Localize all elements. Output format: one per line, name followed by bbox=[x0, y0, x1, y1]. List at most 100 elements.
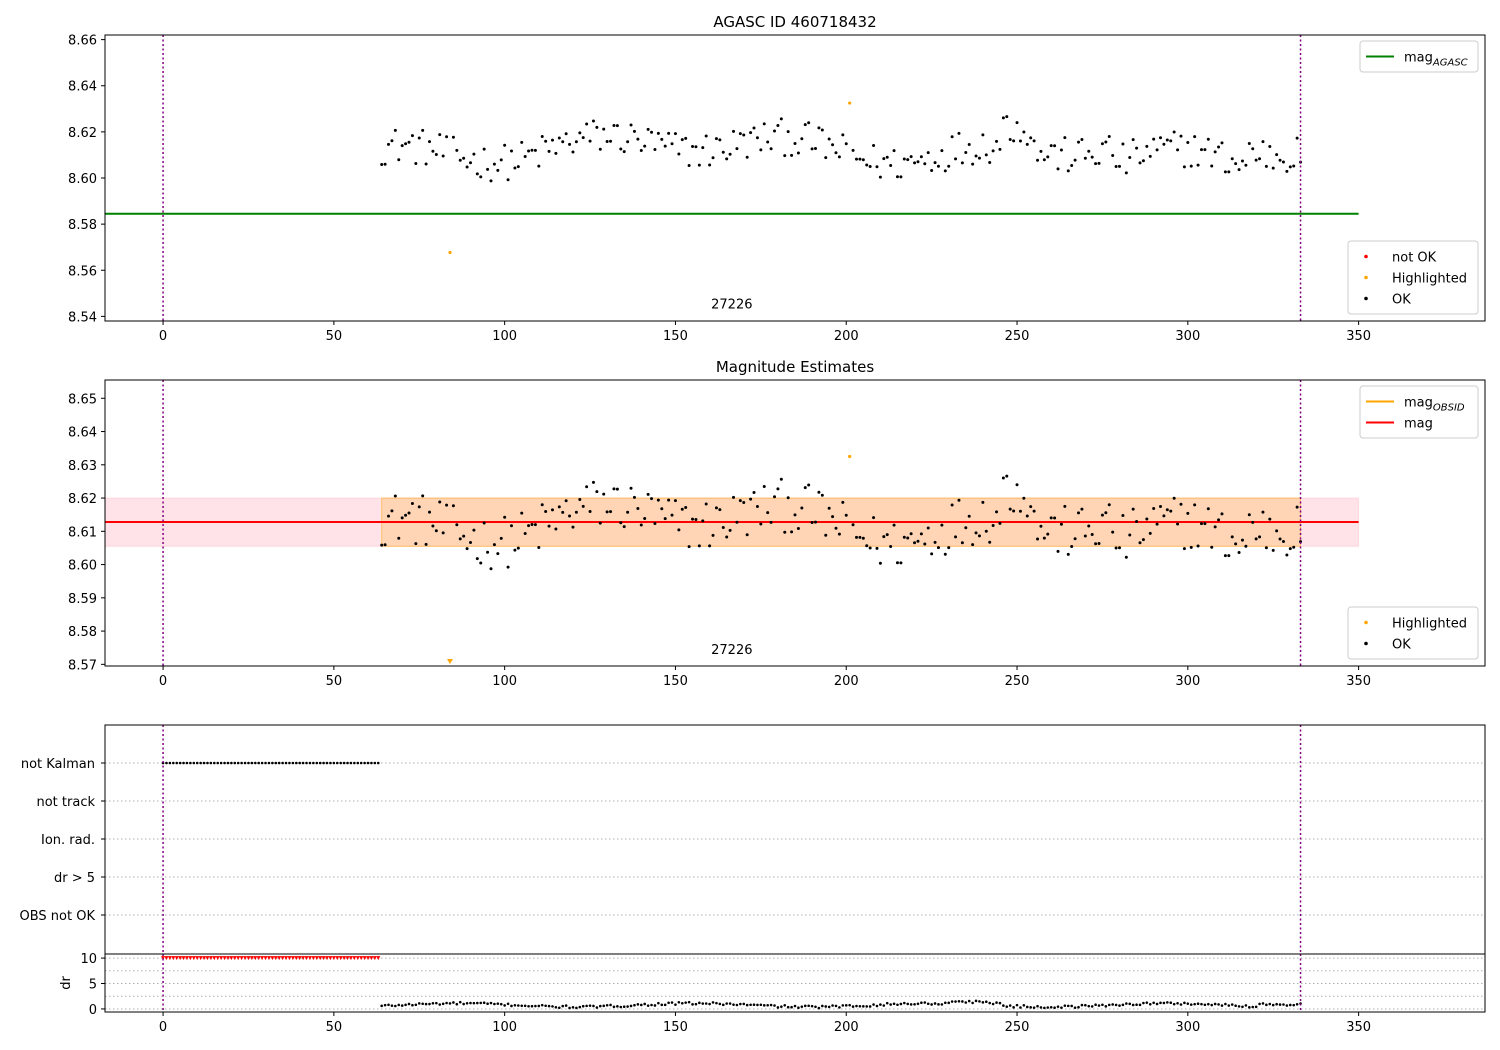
x-tick-label: 100 bbox=[492, 1020, 517, 1035]
data-point bbox=[943, 552, 947, 556]
data-point bbox=[1244, 163, 1248, 167]
data-point bbox=[588, 1004, 592, 1007]
data-point bbox=[855, 1004, 858, 1008]
data-point bbox=[598, 521, 602, 525]
data-point bbox=[1166, 1001, 1169, 1004]
series-dr-5 bbox=[161, 956, 381, 961]
data-point bbox=[1264, 164, 1268, 168]
data-point bbox=[475, 172, 479, 176]
data-point bbox=[568, 1006, 571, 1010]
data-point bbox=[745, 1003, 749, 1007]
magnitude-estimates-plot: 27226 0 50 100 150 200 250 300 350 8.57 8.58 8.59 8.… bbox=[68, 358, 1486, 689]
data-point bbox=[1046, 155, 1050, 159]
data-point bbox=[1210, 164, 1214, 168]
data-point bbox=[1049, 516, 1053, 520]
flag-point bbox=[315, 761, 319, 765]
data-point bbox=[674, 1003, 677, 1006]
data-point bbox=[537, 164, 541, 168]
data-point bbox=[773, 495, 777, 499]
data-point bbox=[383, 543, 387, 547]
data-point bbox=[1241, 1005, 1244, 1009]
data-point bbox=[1005, 474, 1009, 478]
x-tick-label: 200 bbox=[834, 1020, 859, 1035]
data-point bbox=[575, 1006, 578, 1010]
data-point bbox=[537, 1004, 541, 1008]
data-point bbox=[1292, 545, 1296, 549]
data-point bbox=[1179, 1003, 1183, 1006]
y-tick-label: 8.54 bbox=[68, 310, 97, 325]
data-point bbox=[773, 129, 777, 133]
data-point bbox=[503, 1004, 506, 1007]
data-point bbox=[1083, 156, 1087, 160]
data-point bbox=[909, 1003, 913, 1006]
data-point bbox=[1254, 1005, 1258, 1009]
data-point bbox=[1217, 518, 1221, 522]
data-point bbox=[995, 1001, 998, 1004]
x-tick-label: 50 bbox=[326, 329, 343, 344]
data-point bbox=[397, 536, 401, 540]
x-tick-label: 350 bbox=[1346, 1020, 1371, 1035]
data-point bbox=[376, 956, 381, 961]
data-point bbox=[841, 1004, 845, 1007]
data-point bbox=[752, 126, 756, 130]
data-point bbox=[626, 510, 630, 514]
data-point bbox=[824, 156, 828, 160]
data-point bbox=[550, 508, 554, 512]
data-point bbox=[1158, 136, 1162, 140]
data-point bbox=[1032, 1006, 1036, 1009]
data-point bbox=[858, 1004, 862, 1008]
data-point bbox=[947, 1001, 951, 1005]
data-point bbox=[1203, 522, 1207, 526]
data-point bbox=[1077, 511, 1081, 515]
data-point bbox=[691, 517, 695, 521]
data-point bbox=[732, 495, 736, 499]
data-point bbox=[769, 520, 773, 524]
data-point bbox=[1012, 1006, 1015, 1009]
data-point bbox=[943, 169, 947, 173]
obsid-label: 27226 bbox=[711, 298, 752, 313]
data-point bbox=[667, 498, 671, 502]
plot-area bbox=[105, 954, 1485, 1012]
data-point bbox=[253, 956, 258, 961]
data-point bbox=[1186, 511, 1190, 515]
data-point bbox=[277, 956, 282, 961]
data-point bbox=[646, 1004, 650, 1007]
data-point bbox=[817, 1006, 821, 1010]
data-point bbox=[854, 157, 858, 161]
data-point bbox=[615, 487, 619, 491]
data-point bbox=[848, 1003, 851, 1007]
legend-box bbox=[1359, 385, 1479, 439]
data-point bbox=[991, 523, 995, 527]
data-point bbox=[1090, 155, 1094, 159]
data-point bbox=[882, 1004, 886, 1007]
data-point bbox=[1281, 160, 1285, 164]
data-point bbox=[1162, 514, 1166, 518]
data-point bbox=[1165, 508, 1169, 512]
data-point bbox=[721, 526, 725, 530]
flag-point bbox=[175, 761, 179, 765]
x-tick-label: 300 bbox=[1175, 1020, 1200, 1035]
data-point bbox=[1169, 509, 1173, 513]
data-point bbox=[663, 1003, 667, 1007]
data-point bbox=[1015, 1003, 1019, 1007]
x-tick-label: 250 bbox=[1005, 329, 1030, 344]
agasc-mag-plot: 27226 0 50 100 150 200 250 300 350 8.54 8.56 8.58 8.… bbox=[68, 13, 1486, 344]
data-point bbox=[1029, 1006, 1032, 1009]
data-point bbox=[174, 956, 179, 961]
y-tick-label: 8.58 bbox=[68, 625, 97, 640]
flag-point bbox=[312, 761, 315, 765]
y-tick-label: 8.64 bbox=[68, 80, 97, 95]
data-point bbox=[1244, 544, 1248, 548]
data-point bbox=[1053, 1006, 1056, 1010]
data-point bbox=[872, 143, 876, 147]
data-point bbox=[1189, 164, 1193, 168]
data-point bbox=[1118, 164, 1122, 168]
data-point bbox=[957, 131, 961, 135]
data-point bbox=[1288, 165, 1292, 169]
data-point bbox=[571, 525, 575, 529]
data-point bbox=[800, 137, 804, 141]
data-point bbox=[615, 124, 619, 128]
data-point bbox=[913, 541, 917, 545]
data-point bbox=[609, 1003, 612, 1007]
data-point bbox=[435, 1001, 438, 1005]
